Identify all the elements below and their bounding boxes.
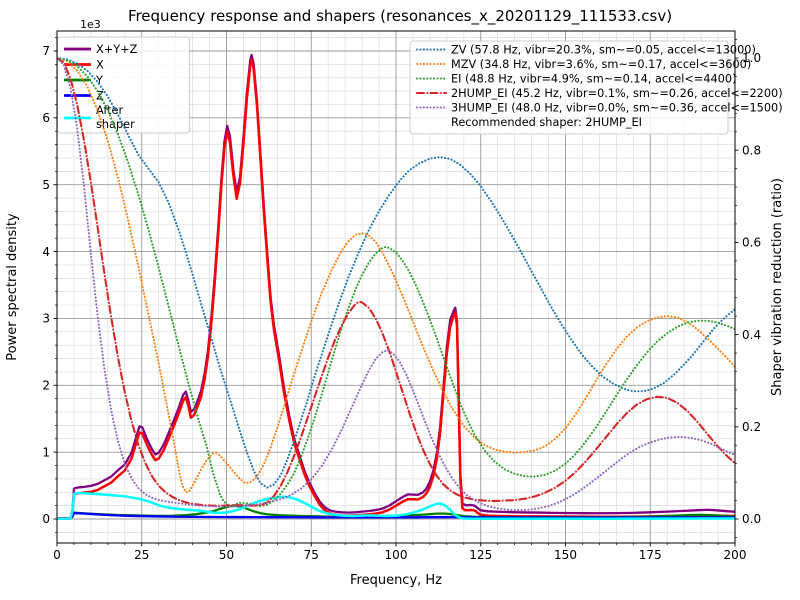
series-X [57, 58, 735, 520]
psd-curves [57, 53, 735, 520]
x-tick-label: 50 [219, 548, 234, 562]
y-left-tick-label: 1 [42, 445, 50, 459]
legend-left-label: After [96, 104, 123, 117]
y-right-tick-label: 0.6 [742, 236, 761, 250]
y-right-tick-label: 0.8 [742, 143, 761, 157]
y-left-tick-label: 4 [42, 245, 50, 259]
legend-right-label: 2HUMP_EI (45.2 Hz, vibr=0.1%, sm~=0.26, … [451, 87, 783, 100]
legend-left-label: Y [95, 74, 103, 87]
legend-left-label: Z [96, 90, 104, 103]
x-tick-label: 75 [304, 548, 319, 562]
y-left-tick-label: 6 [42, 111, 50, 125]
legend-left-label: X [96, 59, 104, 72]
legend-right-label: EI (48.8 Hz, vibr=4.9%, sm~=0.14, accel<… [451, 72, 736, 85]
x-tick-label: 100 [385, 548, 408, 562]
y-left-tick-label: 7 [42, 44, 50, 58]
legend-left-label: shaper [96, 118, 135, 131]
legend-right: ZV (57.8 Hz, vibr=20.3%, sm~=0.05, accel… [409, 40, 783, 135]
y-axis-label-left: Power spectral density [5, 213, 20, 361]
y-right-tick-label: 0.2 [742, 420, 761, 434]
y-right-tick-label: 1.0 [742, 51, 761, 65]
y-left-tick-label: 2 [42, 378, 50, 392]
x-tick-label: 175 [639, 548, 662, 562]
legend-right-label: 3HUMP_EI (48.0 Hz, vibr=0.0%, sm~=0.36, … [451, 101, 783, 114]
series-After shaper [57, 491, 735, 520]
x-tick-label: 25 [134, 548, 149, 562]
chart-title: Frequency response and shapers (resonanc… [128, 7, 672, 26]
y-right-tick-label: 0.4 [742, 328, 761, 342]
recommended-shaper-note: Recommended shaper: 2HUMP_EI [451, 116, 642, 129]
x-tick-label: 150 [554, 548, 577, 562]
series-2HUMP_EI [57, 56, 735, 507]
legend-right-label: MZV (34.8 Hz, vibr=3.6%, sm~=0.17, accel… [451, 58, 751, 71]
x-tick-label: 0 [53, 548, 61, 562]
y-left-tick-label: 0 [42, 512, 50, 526]
legend-right-box [409, 40, 729, 135]
legend-right-label: ZV (57.8 Hz, vibr=20.3%, sm~=0.05, accel… [451, 43, 756, 56]
series-3HUMP_EI [57, 56, 735, 512]
y-axis-offset-label: 1e3 [80, 18, 101, 31]
series-MZV [57, 56, 735, 494]
x-tick-label: 125 [469, 548, 492, 562]
y-right-tick-label: 0.0 [742, 512, 761, 526]
legend-left-label: X+Y+Z [96, 43, 138, 56]
y-axis-label-right: Shaper vibration reduction (ratio) [770, 178, 785, 396]
series-EI [57, 56, 735, 508]
x-axis-label: Frequency, Hz [350, 573, 442, 588]
series-ZV [57, 56, 735, 489]
x-tick-label: 200 [724, 548, 747, 562]
y-left-tick-label: 5 [42, 178, 50, 192]
axes-layer: 0 25 50 75 100 125 150 175 200 0 1 2 3 4 5 6 7 0.0 0.2 0.4 0… [42, 30, 761, 562]
y-left-tick-label: 3 [42, 312, 50, 326]
shaper-curves [57, 56, 735, 512]
